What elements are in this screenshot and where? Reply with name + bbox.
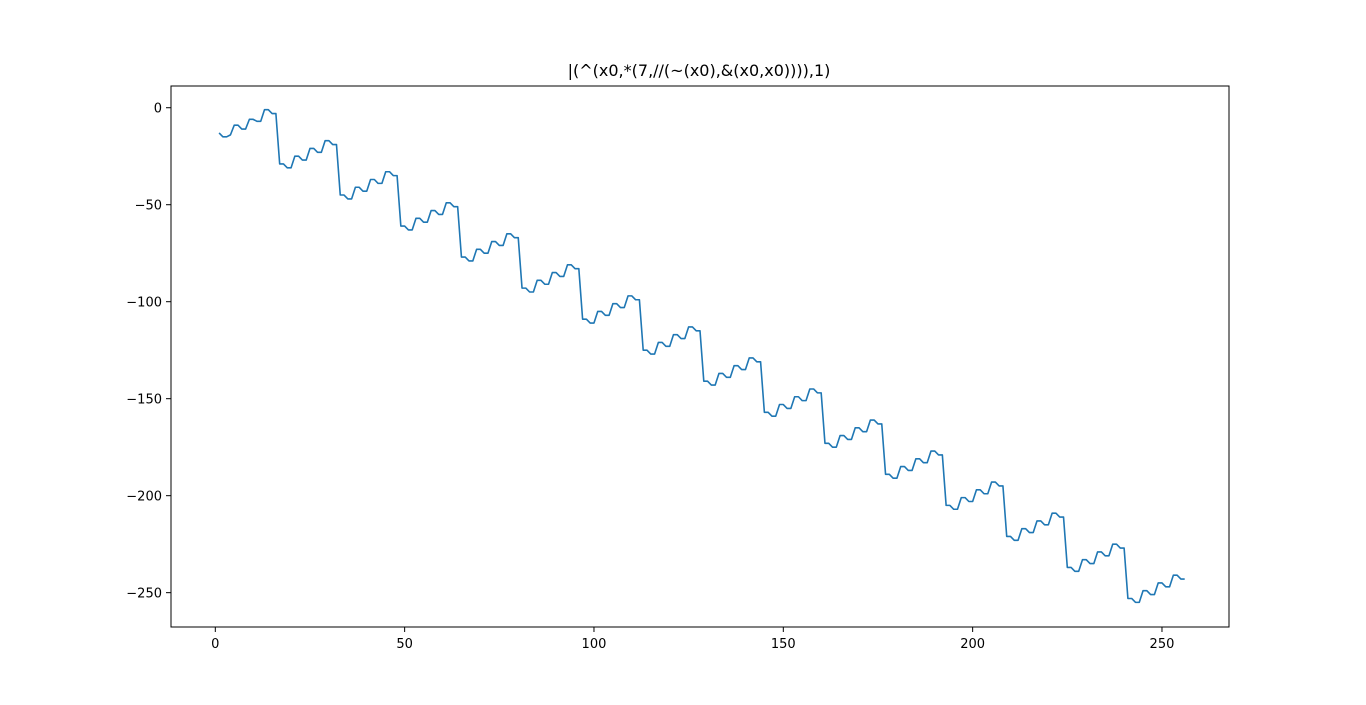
- x-tick-label: 100: [582, 637, 607, 652]
- plot-area: [170, 85, 1230, 628]
- y-tick-label: −150: [126, 393, 162, 408]
- y-tick-label: −50: [135, 199, 162, 214]
- x-tick-label: 250: [1150, 637, 1175, 652]
- x-tick-label: 200: [960, 637, 985, 652]
- x-tick-label: 0: [211, 637, 219, 652]
- y-axis: 0 −50 −100 −150 −200 −250: [126, 102, 171, 602]
- y-tick-label: −100: [126, 296, 162, 311]
- axes-frame: [170, 85, 1230, 628]
- series-line: [218, 108, 1185, 604]
- x-tick-label: 150: [771, 637, 796, 652]
- chart-title: |(^(x0,*(7,//(~(x0),&(x0,x0)))),1): [568, 61, 831, 80]
- x-axis: 0 50 100 150 200 250: [211, 627, 1174, 652]
- y-tick-label: −200: [126, 490, 162, 505]
- x-tick-label: 50: [396, 637, 413, 652]
- y-tick-label: −250: [126, 587, 162, 602]
- y-tick-label: 0: [154, 102, 162, 117]
